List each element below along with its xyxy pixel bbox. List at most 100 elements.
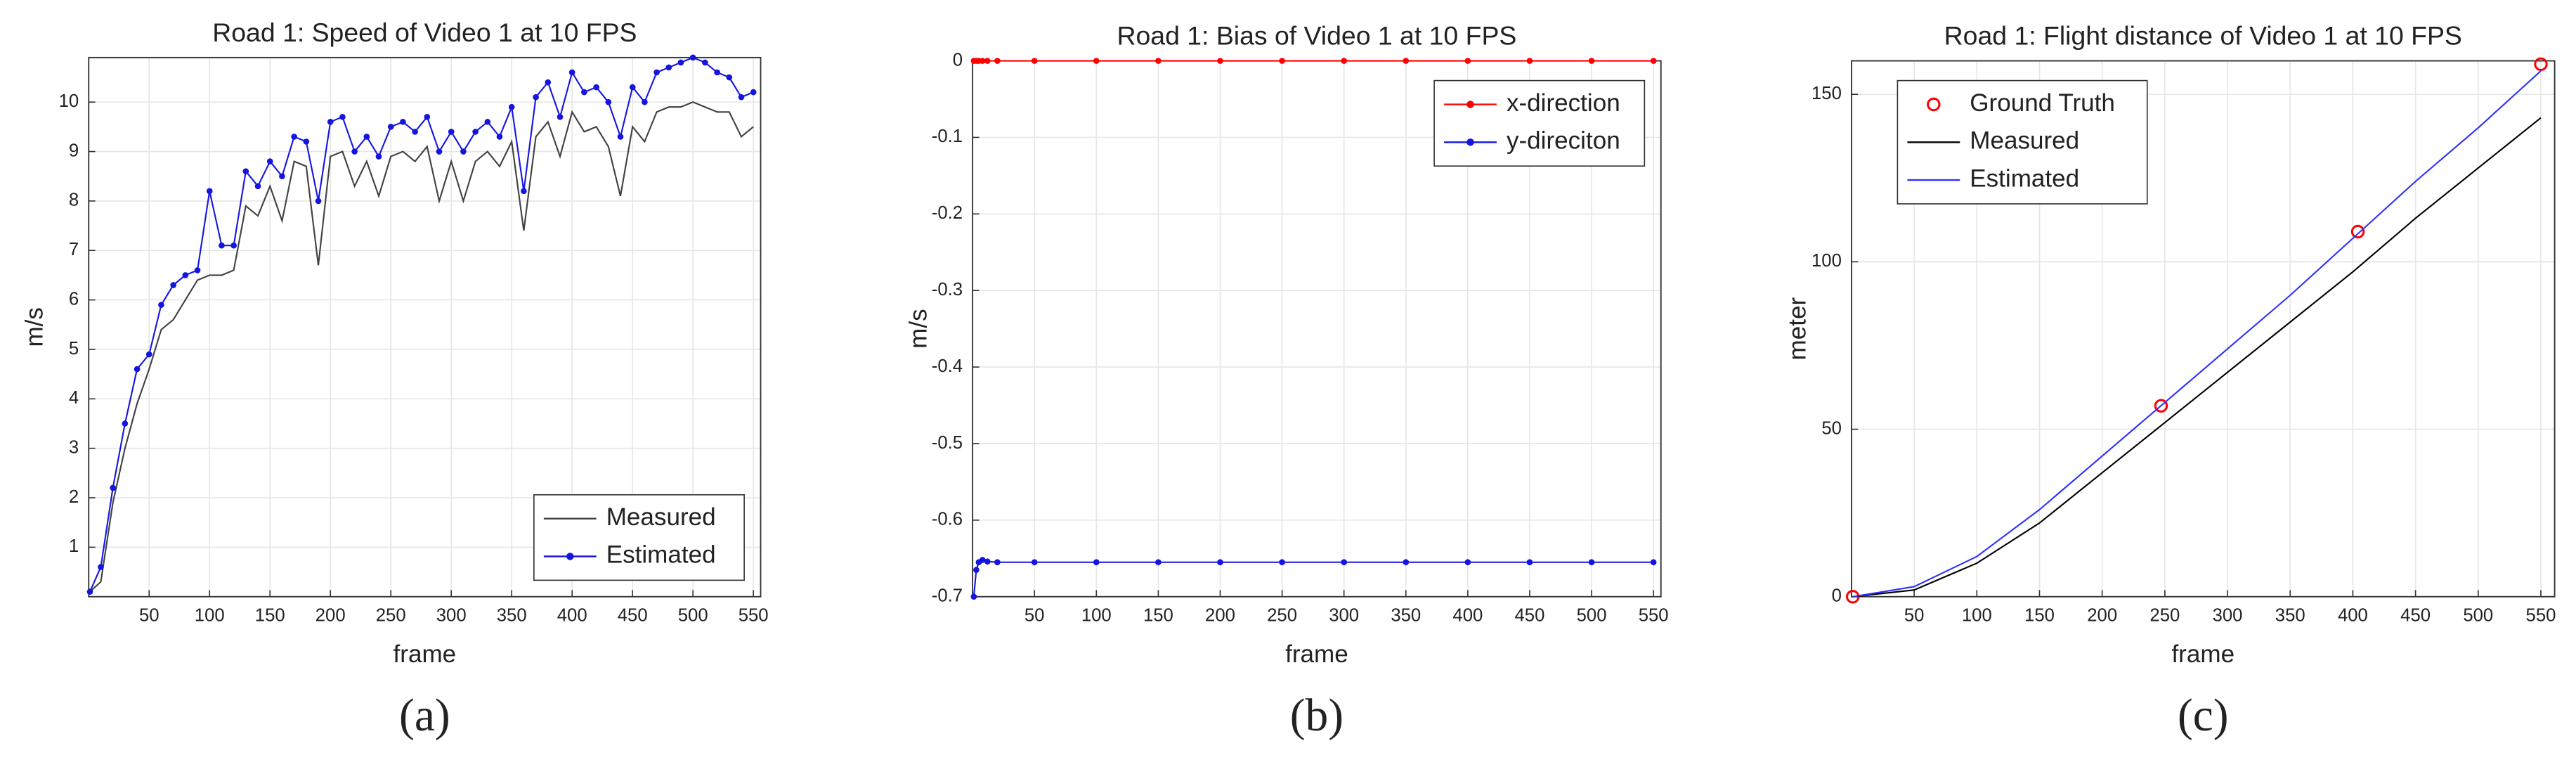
data-point <box>327 119 334 125</box>
series-line <box>89 101 754 593</box>
x-tick-label: 350 <box>497 606 527 626</box>
data-point <box>110 484 116 491</box>
series-line <box>1852 117 2542 598</box>
y-tick-label: -0.3 <box>932 280 963 299</box>
legend-label: Measured <box>1970 127 2079 155</box>
data-point <box>533 94 539 101</box>
y-tick-label: 0 <box>953 50 963 70</box>
data-point <box>448 129 455 135</box>
legend-marker <box>1927 97 1941 112</box>
x-tick-label: 450 <box>618 606 648 626</box>
legend-label: Measured <box>606 503 716 531</box>
legend-marker <box>1466 138 1474 146</box>
data-point <box>351 148 358 155</box>
y-axis-label: meter <box>1783 297 1811 361</box>
y-axis-label: m/s <box>905 309 932 348</box>
data-point <box>979 58 986 64</box>
series <box>1852 70 2542 598</box>
data-point <box>1217 58 1223 64</box>
data-point <box>315 198 322 205</box>
data-point <box>496 134 503 140</box>
data-point <box>970 593 977 600</box>
data-point <box>1464 58 1471 64</box>
y-tick-label: -0.5 <box>932 433 963 453</box>
x-tick-label: 50 <box>139 606 160 626</box>
y-tick-label: 10 <box>59 91 79 111</box>
x-tick-label: 150 <box>255 606 285 626</box>
y-tick-label: 9 <box>69 141 79 160</box>
x-tick-label: 50 <box>1904 606 1925 626</box>
y-axis-label: m/s <box>21 307 48 347</box>
x-tick-label: 500 <box>678 606 708 626</box>
data-point <box>387 124 394 130</box>
x-tick-label: 350 <box>1391 606 1421 626</box>
legend-label: Ground Truth <box>1970 89 2115 117</box>
data-point <box>134 366 141 373</box>
x-tick-label: 300 <box>2213 606 2243 626</box>
data-point <box>702 59 708 66</box>
y-tick-label: 1 <box>69 536 79 556</box>
data-point <box>665 64 672 71</box>
x-tick-label: 300 <box>1329 606 1359 626</box>
data-point <box>994 58 1001 64</box>
data-point <box>1403 559 1410 566</box>
y-tick-label: 5 <box>69 339 79 359</box>
data-point <box>1526 559 1533 566</box>
x-tick-label: 450 <box>1515 606 1545 626</box>
x-axis-label: frame <box>393 640 457 668</box>
data-point <box>412 129 418 135</box>
x-tick-label: 100 <box>195 606 225 626</box>
data-point <box>436 148 443 155</box>
x-tick-label: 50 <box>1024 606 1045 626</box>
x-axis-label: frame <box>2171 640 2235 668</box>
series <box>89 101 754 593</box>
plot-frame <box>1851 60 2556 598</box>
y-tick-label: 6 <box>69 289 79 309</box>
x-tick-label: 450 <box>2400 606 2431 626</box>
x-tick-label: 350 <box>2275 606 2305 626</box>
x-tick-label: 400 <box>1452 606 1483 626</box>
data-point <box>339 113 346 120</box>
data-point <box>219 242 225 249</box>
data-point <box>557 113 564 120</box>
data-point <box>1093 559 1100 566</box>
x-tick-label: 550 <box>2526 606 2556 626</box>
y-tick-label: 50 <box>1821 418 1842 438</box>
y-tick-label: -0.2 <box>932 203 963 223</box>
x-tick-label: 100 <box>1962 606 1992 626</box>
chart-title: Road 1: Bias of Video 1 at 10 FPS <box>1117 21 1516 51</box>
series-line <box>89 56 754 593</box>
x-tick-label: 150 <box>2024 606 2055 626</box>
y-tick-label: 8 <box>69 191 79 210</box>
data-point <box>521 188 527 195</box>
y-tick-label: 100 <box>1811 251 1842 271</box>
data-point <box>1279 58 1285 64</box>
series <box>970 58 1657 64</box>
data-point <box>617 134 624 140</box>
legend-box <box>533 494 745 581</box>
data-point <box>1526 58 1533 64</box>
legend-marker <box>566 553 574 560</box>
legend-label: x-direction <box>1507 89 1620 117</box>
data-point <box>1279 559 1285 566</box>
data-point <box>484 119 491 125</box>
data-point <box>750 89 757 96</box>
legend-box <box>1433 79 1646 167</box>
legend-label: Estimated <box>1970 165 2079 192</box>
y-tick-label: 150 <box>1811 84 1842 103</box>
data-point <box>472 129 479 135</box>
data-point <box>1588 58 1595 64</box>
data-point <box>1341 559 1348 566</box>
data-point <box>581 89 587 96</box>
x-tick-label: 250 <box>2149 606 2180 626</box>
chart-panel: 50 100 150 200 250 300 350 400 450 500 550 0 -0.1 -0.… <box>905 21 1669 741</box>
legend-label: y-direciton <box>1507 127 1620 155</box>
data-point <box>145 351 152 358</box>
data-point <box>363 134 370 140</box>
data-point <box>170 282 176 288</box>
data-point <box>642 98 648 105</box>
data-point <box>230 242 237 249</box>
x-tick-label: 550 <box>739 606 769 626</box>
data-point <box>726 74 733 81</box>
data-point <box>738 94 745 101</box>
